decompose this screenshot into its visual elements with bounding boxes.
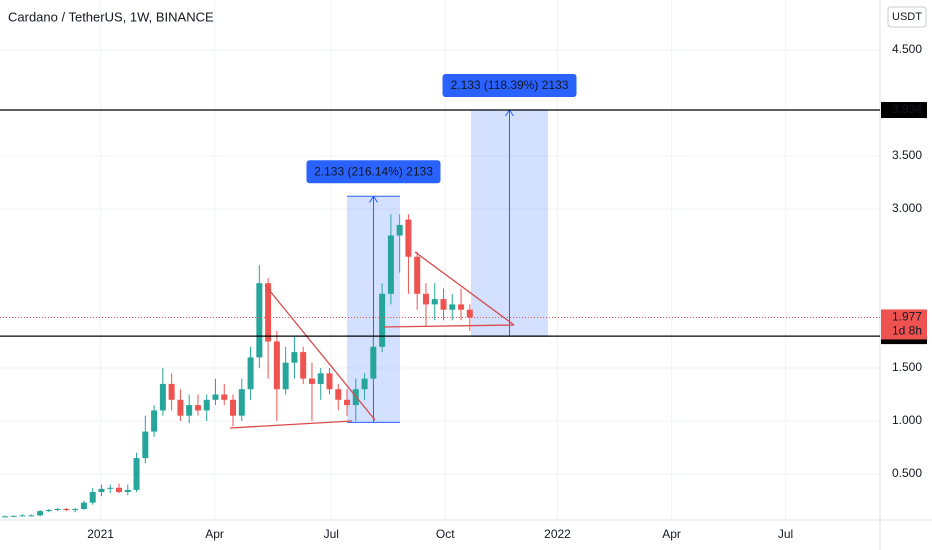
candle-body: [89, 492, 96, 503]
candle-body: [247, 357, 254, 390]
candle-body: [45, 510, 52, 512]
candle-body: [344, 399, 351, 406]
trend-line: [229, 420, 353, 429]
candle-body: [414, 256, 421, 294]
candle-body: [72, 508, 79, 511]
candle-body: [10, 515, 17, 517]
candle-body: [238, 389, 245, 416]
candle-body: [440, 299, 447, 310]
candle-body: [63, 508, 70, 511]
candle-body: [151, 410, 158, 432]
triangle-drawings: [229, 251, 515, 429]
candle-body: [291, 352, 298, 363]
candle-body: [37, 511, 44, 516]
y-tick-label: 3.500: [892, 148, 922, 162]
candle-body: [326, 373, 333, 390]
candle-body: [98, 488, 105, 493]
measure-label-box: [306, 160, 441, 184]
last-price-label: 1.977: [892, 310, 922, 324]
candle-body: [168, 383, 175, 400]
last-price-box: [881, 309, 927, 340]
measure-label-box: [442, 74, 577, 98]
candle-body: [230, 399, 237, 416]
candle-body: [159, 383, 166, 411]
y-tick-label: 3.000: [892, 201, 922, 215]
candle-body: [142, 431, 149, 459]
trend-line: [414, 251, 515, 326]
candle-body: [405, 219, 412, 257]
candle-body: [177, 399, 184, 416]
candle-body: [124, 489, 131, 493]
trend-line: [264, 284, 376, 421]
candle-body: [256, 283, 263, 358]
candle-body: [107, 487, 114, 489]
candle-body: [396, 224, 403, 236]
candle-body: [379, 293, 386, 347]
candle-body: [1, 516, 8, 518]
candle-body: [282, 362, 289, 390]
candle-body: [370, 346, 377, 379]
y-tick-label: 4.500: [892, 42, 922, 56]
x-tick-label: Apr: [662, 527, 681, 541]
candle-body: [186, 405, 193, 416]
candle-body: [317, 373, 324, 384]
candle-body: [194, 405, 201, 411]
y-tick-label: 1.500: [892, 360, 922, 374]
y-tick-label: 0.500: [892, 466, 922, 480]
x-tick-label: 2021: [87, 527, 114, 541]
candle-body: [308, 378, 315, 384]
price-label-box: [881, 102, 927, 119]
measure-arrowhead: [369, 195, 378, 203]
candle-body: [273, 341, 280, 390]
candle-body: [387, 235, 394, 294]
candle-body: [28, 515, 35, 517]
y-tick-label: 5.000: [892, 0, 922, 3]
measure-label: 2.133 (118.39%) 2133: [451, 78, 569, 92]
candle-body: [466, 309, 473, 318]
x-tick-label: 2022: [544, 527, 571, 541]
candle-body: [116, 487, 123, 493]
candle-body: [265, 283, 272, 342]
countdown-label: 1d 8h: [892, 324, 922, 338]
y-tick-label: 1.000: [892, 413, 922, 427]
x-tick-label: Jul: [324, 527, 339, 541]
x-tick-label: Oct: [436, 527, 455, 541]
candle-body: [54, 508, 61, 511]
candle-body: [203, 399, 210, 411]
candle-body: [212, 394, 219, 400]
candle-body: [458, 304, 465, 310]
chart-title: Cardano / TetherUS, 1W, BINANCE: [8, 9, 214, 24]
x-tick-label: Apr: [205, 527, 224, 541]
candle-body: [221, 394, 228, 400]
candle-body: [431, 299, 438, 305]
measure-label: 2.133 (216.14%) 2133: [314, 164, 433, 178]
currency-label: USDT: [892, 11, 922, 23]
candle-body: [449, 304, 456, 310]
candle-body: [133, 458, 140, 490]
candle-body: [80, 502, 87, 509]
candle-body: [19, 515, 26, 517]
x-tick-label: Jul: [778, 527, 793, 541]
candle-body: [422, 293, 429, 305]
candle-body: [300, 352, 307, 379]
price-label: 3.934: [892, 102, 922, 116]
candle-body: [335, 389, 342, 400]
currency-box: [887, 6, 927, 28]
trend-line: [382, 324, 515, 328]
candle-body: [361, 378, 368, 390]
